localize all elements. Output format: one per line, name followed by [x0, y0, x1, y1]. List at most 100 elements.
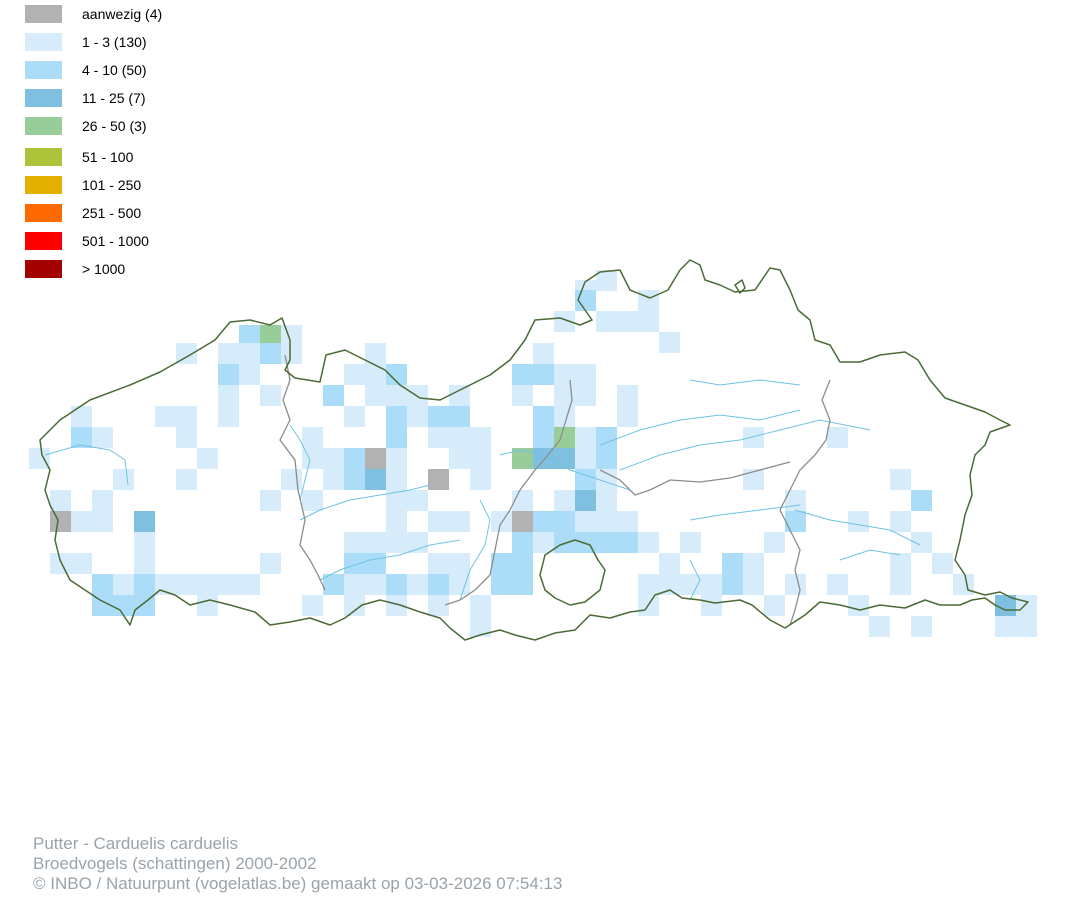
- grid-cell: [176, 574, 197, 595]
- legend-swatch: [25, 61, 62, 79]
- grid-cell: [260, 325, 281, 346]
- grid-cell: [344, 595, 365, 616]
- grid-cell: [407, 406, 428, 427]
- grid-cell: [386, 385, 407, 406]
- grid-cell: [491, 511, 512, 532]
- grid-cell: [596, 490, 617, 511]
- grid-cell: [155, 406, 176, 427]
- grid-cell: [1016, 595, 1037, 616]
- grid-cell: [428, 406, 449, 427]
- grid-cell: [218, 406, 239, 427]
- grid-cell: [995, 616, 1016, 637]
- grid-cell: [323, 574, 344, 595]
- grid-cell: [428, 553, 449, 574]
- grid-cell: [890, 469, 911, 490]
- grid-cell: [449, 511, 470, 532]
- grid-cell: [554, 406, 575, 427]
- grid-cell: [533, 511, 554, 532]
- grid-cell: [554, 427, 575, 448]
- grid-cell: [407, 574, 428, 595]
- grid-cell: [386, 469, 407, 490]
- grid-cell: [470, 616, 491, 637]
- grid-cell: [638, 574, 659, 595]
- grid-cell: [239, 325, 260, 346]
- legend-swatch: [25, 232, 62, 250]
- grid-cell: [323, 448, 344, 469]
- grid-cell: [92, 427, 113, 448]
- legend-item: 1 - 3 (130): [25, 32, 325, 52]
- grid-cell: [344, 532, 365, 553]
- grid-cell: [50, 490, 71, 511]
- dataset-subtitle: Broedvogels (schattingen) 2000-2002: [33, 854, 317, 873]
- grid-cell: [743, 553, 764, 574]
- grid-cell: [659, 574, 680, 595]
- grid-cell: [470, 595, 491, 616]
- grid-cell: [197, 574, 218, 595]
- grid-cell: [365, 469, 386, 490]
- legend-item: 251 - 500: [25, 203, 325, 223]
- grid-cell: [512, 574, 533, 595]
- grid-cell: [92, 595, 113, 616]
- grid-cell: [281, 343, 302, 364]
- grid-cell: [260, 553, 281, 574]
- grid-cell: [596, 311, 617, 332]
- grid-cell: [344, 469, 365, 490]
- grid-cell: [92, 490, 113, 511]
- grid-cell: [533, 406, 554, 427]
- grid-cell: [113, 574, 134, 595]
- legend-label: 51 - 100: [82, 149, 134, 165]
- legend-swatch: [25, 33, 62, 51]
- grid-cell: [428, 511, 449, 532]
- grid-cell: [134, 532, 155, 553]
- legend-item: 501 - 1000: [25, 231, 325, 251]
- grid-cell: [575, 469, 596, 490]
- grid-cell: [386, 490, 407, 511]
- grid-cell: [533, 427, 554, 448]
- grid-cell: [512, 385, 533, 406]
- grid-cell: [722, 574, 743, 595]
- grid-cell: [344, 406, 365, 427]
- grid-cell: [659, 332, 680, 353]
- grid-cell: [680, 574, 701, 595]
- grid-cell: [50, 553, 71, 574]
- grid-cell: [386, 595, 407, 616]
- grid-cell: [575, 385, 596, 406]
- grid-cell: [575, 427, 596, 448]
- grid-cell: [386, 511, 407, 532]
- grid-cell: [50, 511, 71, 532]
- grid-cell: [554, 490, 575, 511]
- grid-cell: [638, 532, 659, 553]
- legend-label: 1 - 3 (130): [82, 34, 147, 50]
- grid-cell: [827, 427, 848, 448]
- legend-item: 11 - 25 (7): [25, 88, 325, 108]
- grid-cell: [554, 532, 575, 553]
- grid-cell: [134, 553, 155, 574]
- grid-cell: [386, 574, 407, 595]
- grid-cell: [239, 574, 260, 595]
- grid-cell: [764, 532, 785, 553]
- legend-swatch: [25, 176, 62, 194]
- grid-cell: [512, 511, 533, 532]
- grid-cell: [449, 448, 470, 469]
- grid-cell: [176, 469, 197, 490]
- grid-cell: [1016, 616, 1037, 637]
- legend-swatch: [25, 117, 62, 135]
- grid-cell: [29, 448, 50, 469]
- legend-swatch: [25, 5, 62, 23]
- grid-cell: [617, 532, 638, 553]
- grid-cell: [848, 595, 869, 616]
- grid-cell: [71, 553, 92, 574]
- legend-label: 101 - 250: [82, 177, 142, 193]
- grid-cell: [659, 553, 680, 574]
- legend-label: 26 - 50 (3): [82, 118, 147, 134]
- grid-cell: [533, 343, 554, 364]
- grid-cell: [932, 553, 953, 574]
- credit-line: © INBO / Natuurpunt (vogelatlas.be) gema…: [33, 874, 563, 893]
- grid-cell: [638, 290, 659, 311]
- grid-cell: [911, 490, 932, 511]
- grid-cell: [134, 574, 155, 595]
- legend-swatch: [25, 260, 62, 278]
- map-caption: Putter - Carduelis carduelis Broedvogels…: [33, 834, 562, 894]
- grid-cell: [575, 364, 596, 385]
- legend-label: > 1000: [82, 261, 126, 277]
